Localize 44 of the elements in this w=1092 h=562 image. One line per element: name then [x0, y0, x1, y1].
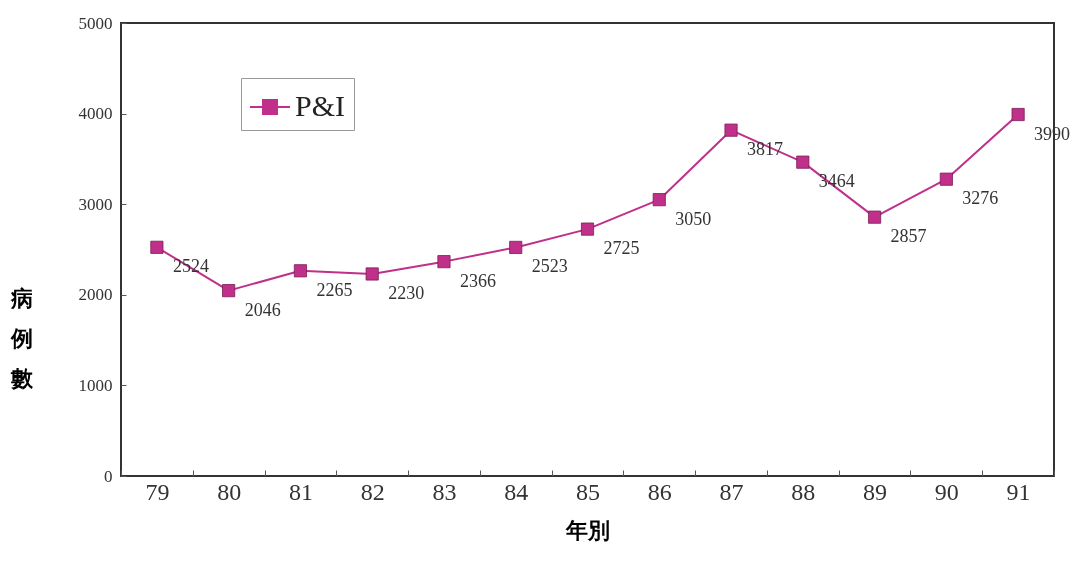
point: [222, 284, 236, 298]
data-label: 2725: [603, 238, 640, 259]
point: [724, 123, 738, 137]
data-label: 3276: [962, 188, 999, 209]
x-tick-label: 90: [934, 478, 959, 505]
x-tick-label: 91: [1006, 478, 1031, 505]
x-tick-label: 87: [719, 478, 744, 505]
y-tick-label: 3000: [78, 194, 113, 214]
point: [365, 267, 379, 281]
y-axis-title: 病例數: [9, 285, 34, 391]
point: [1011, 107, 1025, 122]
x-tick-label: 83: [432, 478, 457, 505]
y-tick-label: 2000: [78, 285, 113, 305]
data-label: 2265: [316, 279, 353, 300]
x-tick-label: 85: [576, 478, 600, 505]
x-axis-title: 年別: [565, 517, 610, 543]
x-tick-label: 80: [217, 478, 242, 505]
x-tick-label: 81: [288, 478, 313, 505]
x-tick-label: 82: [360, 478, 385, 505]
y-tick-label: 4000: [78, 104, 113, 124]
point: [939, 172, 953, 186]
data-label: 2046: [244, 299, 281, 320]
point: [580, 222, 595, 236]
point: [796, 155, 810, 169]
point: [652, 193, 666, 207]
point: [293, 264, 307, 278]
data-label: 2366: [459, 270, 496, 291]
y-tick-label: 5000: [78, 13, 113, 33]
point: [509, 240, 523, 254]
y-tick-label: 1000: [78, 375, 113, 395]
point: [868, 210, 882, 224]
x-tick-label: 79: [145, 478, 170, 505]
data-label: 2523: [531, 256, 568, 277]
data-label: 3050: [675, 208, 712, 229]
point: [150, 240, 164, 254]
y-tick-label: 0: [104, 466, 113, 486]
x-tick-label: 89: [863, 478, 888, 505]
data-label: 2857: [890, 226, 927, 247]
x-tick-label: 84: [504, 478, 529, 505]
point: [437, 255, 451, 269]
legend-label: P&I: [295, 89, 346, 122]
data-label: 2230: [388, 282, 425, 303]
x-tick-label: 86: [647, 478, 672, 505]
x-tick-label: 88: [791, 478, 816, 505]
